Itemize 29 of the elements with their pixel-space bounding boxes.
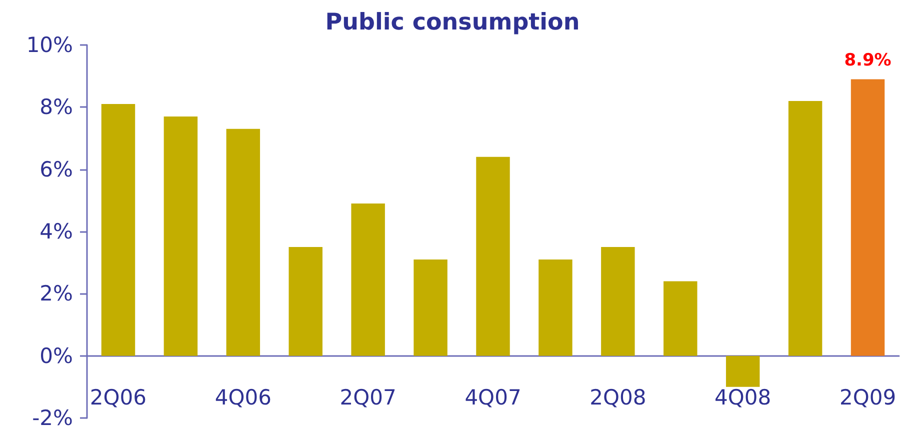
y-tick-label: 6% bbox=[40, 157, 73, 182]
y-tick-label: 4% bbox=[40, 220, 73, 244]
y-tick-label: 2% bbox=[40, 282, 73, 306]
data-label: 8.9% bbox=[844, 50, 892, 71]
bar bbox=[164, 116, 198, 356]
bar bbox=[226, 128, 260, 356]
x-tick-label: 2Q08 bbox=[590, 386, 646, 410]
bar bbox=[414, 259, 448, 356]
bar bbox=[101, 104, 136, 356]
x-tick-label: 4Q06 bbox=[214, 386, 272, 410]
y-tick-label: 10% bbox=[26, 33, 73, 57]
x-tick-label: 2Q07 bbox=[340, 386, 396, 410]
bar bbox=[288, 247, 322, 356]
bar bbox=[850, 79, 885, 356]
bar bbox=[726, 356, 760, 387]
y-tick-label: 8% bbox=[40, 95, 73, 120]
x-tick-label: 4Q07 bbox=[464, 386, 522, 410]
bar bbox=[351, 204, 385, 356]
bar bbox=[788, 100, 822, 356]
x-tick-label: 2Q06 bbox=[90, 386, 147, 410]
bar bbox=[664, 281, 698, 356]
x-tick-label: 4Q08 bbox=[714, 386, 772, 410]
y-tick-label: -2% bbox=[32, 406, 73, 430]
bar bbox=[601, 247, 635, 356]
chart-title: Public consumption bbox=[325, 10, 580, 36]
y-tick-label: 0% bbox=[40, 344, 73, 368]
bar bbox=[538, 259, 572, 356]
bar bbox=[476, 156, 510, 356]
x-tick-label: 2Q09 bbox=[839, 386, 896, 410]
